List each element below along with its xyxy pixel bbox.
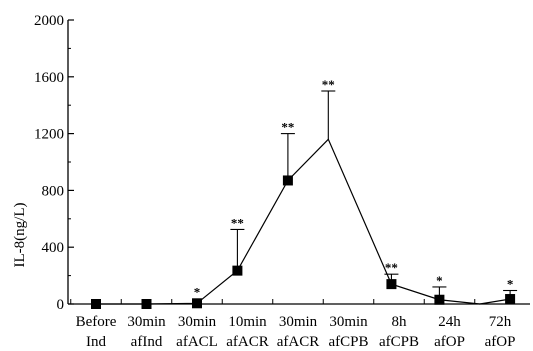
x-category-sublabel: afOP bbox=[485, 334, 516, 350]
data-series: ********** * bbox=[91, 77, 518, 309]
x-category-sublabel: afACL bbox=[176, 334, 218, 350]
x-category-sublabel: afCPB bbox=[328, 334, 368, 350]
data-point-marker bbox=[141, 299, 152, 309]
y-tick-label: 2000 bbox=[34, 13, 64, 29]
data-point-marker bbox=[91, 299, 101, 309]
x-category-label: 10min bbox=[228, 314, 267, 330]
y-axis-label: IL-8(ng/L) bbox=[12, 203, 28, 268]
y-tick-label: 1200 bbox=[34, 127, 64, 143]
x-category-label: 8h bbox=[392, 314, 408, 330]
significance-label: ** bbox=[322, 77, 335, 92]
significance-label: ** bbox=[385, 260, 398, 275]
y-tick-label: 0 bbox=[57, 297, 65, 313]
x-category-label: 30min bbox=[279, 314, 318, 330]
data-point-marker bbox=[434, 294, 445, 305]
significance-label: * bbox=[194, 284, 201, 299]
x-category-sublabel: Ind bbox=[86, 334, 106, 350]
data-point-marker bbox=[192, 298, 202, 309]
y-tick-label: 1600 bbox=[34, 70, 64, 86]
series-line bbox=[96, 138, 511, 305]
significance-label: * bbox=[436, 273, 443, 288]
x-category-sublabel: afCPB bbox=[379, 334, 419, 350]
x-category-label: 24h bbox=[438, 314, 461, 330]
significance-label: * bbox=[507, 277, 514, 292]
x-category-label: 72h bbox=[489, 314, 512, 330]
data-point-marker bbox=[282, 175, 293, 186]
y-tick-label: 400 bbox=[42, 240, 65, 256]
x-category-label: 30min bbox=[329, 314, 368, 330]
axes bbox=[67, 20, 530, 305]
data-point-marker bbox=[232, 265, 243, 276]
significance-label: ** bbox=[281, 120, 294, 135]
data-point-marker bbox=[386, 279, 397, 290]
x-category-label: Before bbox=[76, 314, 117, 330]
x-category-sublabel: afACR bbox=[226, 334, 269, 350]
x-category-sublabel: afInd bbox=[131, 334, 163, 350]
x-category-label: 30min bbox=[127, 314, 166, 330]
x-axis-ticks: Before Ind 30min afInd 30min afACL 10min afACR 3… bbox=[70, 299, 516, 350]
significance-label: ** bbox=[231, 215, 244, 230]
x-category-sublabel: afOP bbox=[434, 334, 465, 350]
data-point-marker bbox=[505, 294, 516, 305]
x-category-label: 30min bbox=[178, 314, 217, 330]
y-axis-ticks: 0 400 800 1200 1600 2000 bbox=[34, 13, 74, 313]
x-category-sublabel: afACR bbox=[277, 334, 320, 350]
y-tick-label: 800 bbox=[42, 183, 65, 199]
